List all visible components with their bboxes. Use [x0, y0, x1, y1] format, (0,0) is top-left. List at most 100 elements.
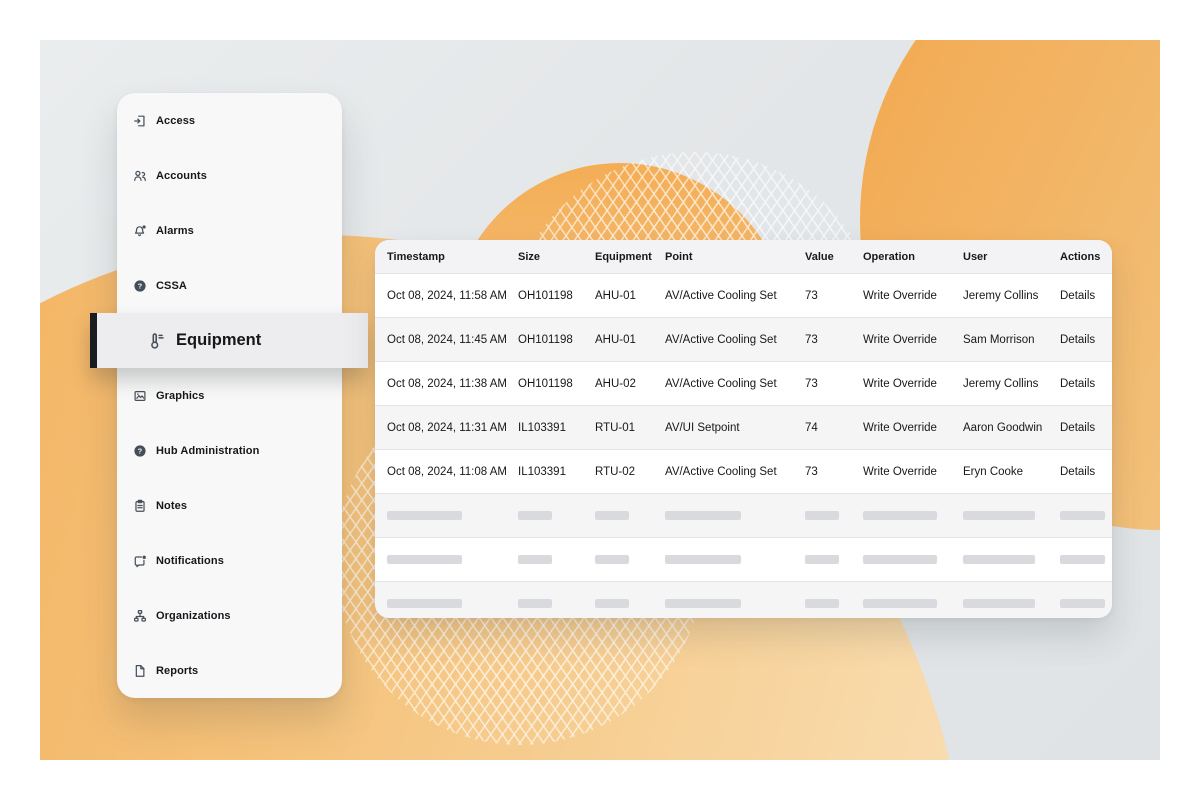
cell-timestamp: Oct 08, 2024, 11:08 AM	[387, 465, 506, 478]
cell-size: IL103391	[518, 465, 566, 478]
sidebar-item-equipment[interactable]: Equipment	[90, 313, 368, 368]
column-header-user: User	[963, 250, 988, 263]
skeleton-bar	[863, 555, 937, 564]
column-header-value: Value	[805, 250, 834, 263]
cell-timestamp: Oct 08, 2024, 11:58 AM	[387, 289, 506, 302]
table-body: Oct 08, 2024, 11:58 AM OH101198 AHU-01 AV/A…	[375, 273, 1112, 618]
table-row: Oct 08, 2024, 11:08 AM IL103391 RTU-02 AV/A…	[375, 449, 1112, 493]
app-canvas: Access Accounts Alarms ? CSSA Equipment …	[40, 40, 1160, 760]
cell-value: 73	[805, 465, 818, 478]
column-header-point: Point	[665, 250, 693, 263]
cell-size: OH101198	[518, 377, 573, 390]
cell-value: 74	[805, 421, 818, 434]
cell-value: 73	[805, 333, 818, 346]
message-alert-icon	[132, 553, 147, 568]
people-icon	[132, 168, 147, 183]
sidebar-item-accounts[interactable]: Accounts	[117, 148, 342, 203]
skeleton-bar	[805, 511, 839, 520]
cell-operation: Write Override	[863, 465, 937, 478]
skeleton-bar	[518, 599, 552, 608]
skeleton-bar	[863, 599, 937, 608]
cell-user: Eryn Cooke	[963, 465, 1024, 478]
sidebar-item-label: CSSA	[156, 279, 187, 292]
help-circle-icon: ?	[132, 443, 147, 458]
sidebar-item-label: Alarms	[156, 224, 194, 237]
sidebar-item-label: Accounts	[156, 169, 207, 182]
cell-timestamp: Oct 08, 2024, 11:31 AM	[387, 421, 506, 434]
cell-value: 73	[805, 377, 818, 390]
svg-text:?: ?	[137, 281, 142, 290]
sidebar-item-label: Equipment	[176, 331, 262, 349]
details-link[interactable]: Details	[1060, 333, 1096, 346]
sidebar-item-hub-administration[interactable]: ? Hub Administration	[117, 423, 342, 478]
sidebar-item-label: Hub Administration	[156, 444, 260, 457]
skeleton-bar	[963, 555, 1035, 564]
sidebar-item-organizations[interactable]: Organizations	[117, 588, 342, 643]
cell-point: AV/UI Setpoint	[665, 421, 740, 434]
skeleton-bar	[1060, 599, 1105, 608]
table-row: Oct 08, 2024, 11:38 AM OH101198 AHU-02 AV/A…	[375, 361, 1112, 405]
skeleton-bar	[387, 511, 462, 520]
column-header-size: Size	[518, 250, 541, 263]
skeleton-bar	[518, 511, 552, 520]
cell-value: 73	[805, 289, 818, 302]
org-chart-icon	[132, 608, 147, 623]
sidebar-item-cssa[interactable]: ? CSSA	[117, 258, 342, 313]
sidebar-item-alarms[interactable]: Alarms	[117, 203, 342, 258]
column-header-actions: Actions	[1060, 250, 1101, 263]
svg-text:?: ?	[137, 446, 142, 455]
skeleton-bar	[805, 599, 839, 608]
skeleton-bar	[665, 599, 741, 608]
skeleton-bar	[387, 555, 462, 564]
help-circle-icon: ?	[132, 278, 147, 293]
skeleton-bar	[595, 599, 629, 608]
sidebar-item-label: Access	[156, 114, 196, 127]
sidebar-item-notes[interactable]: Notes	[117, 478, 342, 533]
cell-point: AV/Active Cooling Set	[665, 289, 777, 302]
sidebar: Access Accounts Alarms ? CSSA Equipment …	[90, 93, 368, 698]
sidebar-item-label: Reports	[156, 664, 199, 677]
details-link[interactable]: Details	[1060, 465, 1096, 478]
details-link[interactable]: Details	[1060, 421, 1096, 434]
cell-equipment: AHU-02	[595, 377, 636, 390]
details-link[interactable]: Details	[1060, 289, 1096, 302]
sidebar-item-label: Notifications	[156, 554, 224, 567]
sidebar-item-reports[interactable]: Reports	[117, 643, 342, 698]
cell-operation: Write Override	[863, 289, 937, 302]
sidebar-item-label: Notes	[156, 499, 188, 512]
skeleton-bar	[595, 511, 629, 520]
cell-size: OH101198	[518, 289, 573, 302]
bell-alert-icon	[132, 223, 147, 238]
skeleton-bar	[595, 555, 629, 564]
table-header-row: Timestamp Size Equipment Point Value Operatio…	[375, 240, 1112, 273]
column-header-operation: Operation	[863, 250, 915, 263]
column-header-equipment: Equipment	[595, 250, 652, 263]
details-link[interactable]: Details	[1060, 377, 1096, 390]
image-icon	[132, 388, 147, 403]
sidebar-item-graphics[interactable]: Graphics	[117, 368, 342, 423]
cell-user: Jeremy Collins	[963, 377, 1039, 390]
table-row: Oct 08, 2024, 11:31 AM IL103391 RTU-01 AV/U…	[375, 405, 1112, 449]
skeleton-bar	[518, 555, 552, 564]
cell-timestamp: Oct 08, 2024, 11:45 AM	[387, 333, 506, 346]
cell-timestamp: Oct 08, 2024, 11:38 AM	[387, 377, 506, 390]
cell-equipment: AHU-01	[595, 333, 636, 346]
cell-operation: Write Override	[863, 377, 937, 390]
cell-operation: Write Override	[863, 333, 937, 346]
document-icon	[132, 663, 147, 678]
table-row: Oct 08, 2024, 11:45 AM OH101198 AHU-01 AV/A…	[375, 317, 1112, 361]
skeleton-bar	[665, 555, 741, 564]
skeleton-row	[375, 581, 1112, 618]
table-row: Oct 08, 2024, 11:58 AM OH101198 AHU-01 AV/A…	[375, 273, 1112, 317]
cell-size: OH101198	[518, 333, 573, 346]
skeleton-bar	[805, 555, 839, 564]
cell-user: Jeremy Collins	[963, 289, 1039, 302]
skeleton-row	[375, 537, 1112, 581]
sidebar-item-label: Graphics	[156, 389, 205, 402]
skeleton-bar	[665, 511, 741, 520]
sidebar-item-access[interactable]: Access	[117, 93, 342, 148]
thermometer-icon	[147, 332, 165, 350]
cell-point: AV/Active Cooling Set	[665, 333, 777, 346]
sidebar-item-notifications[interactable]: Notifications	[117, 533, 342, 588]
